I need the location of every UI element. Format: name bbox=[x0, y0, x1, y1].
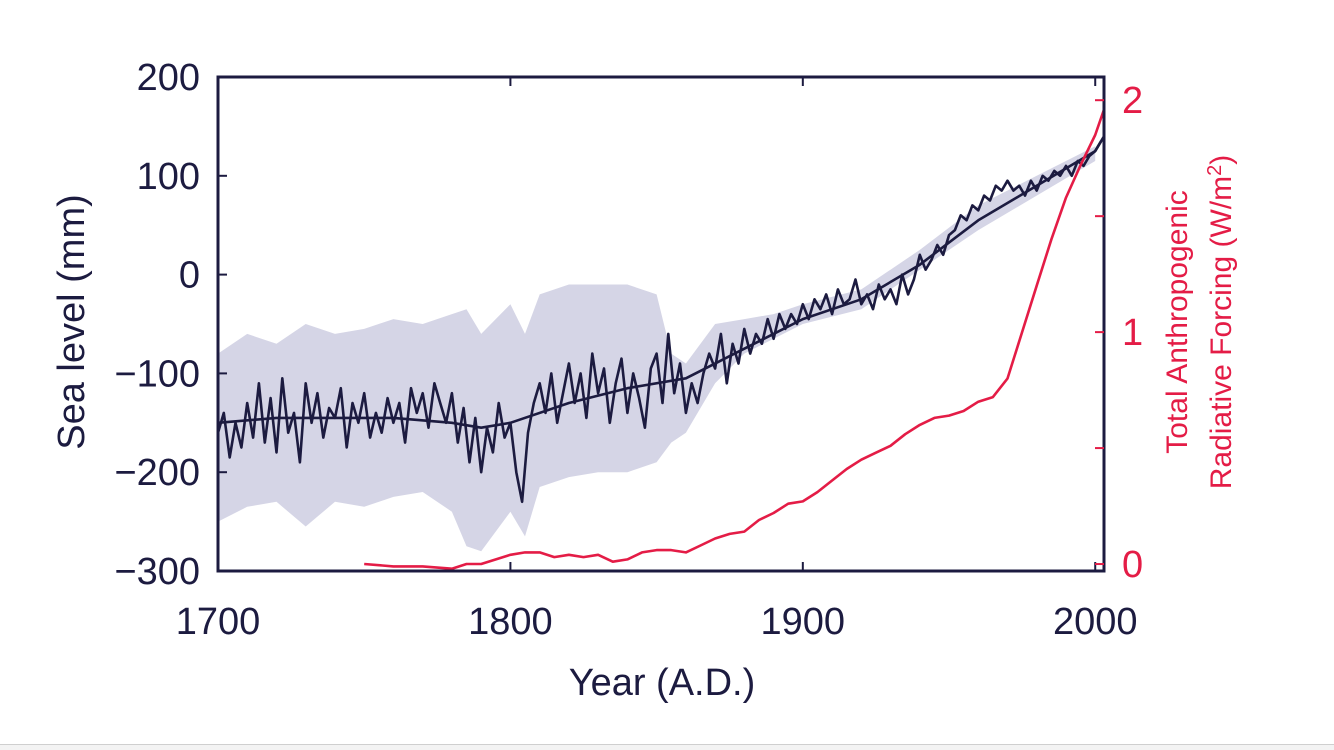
y-left-tick-label: 100 bbox=[137, 156, 200, 198]
y-right-tick-label: 0 bbox=[1122, 544, 1143, 586]
y-axis-left-title: Sea level (mm) bbox=[51, 194, 93, 450]
tick-labels: 1700 1800 1900 2000 200 100 0 −100 −200 −300 0 1 2 bbox=[114, 57, 1143, 643]
y-left-tick-label: −100 bbox=[114, 353, 200, 395]
x-tick-label: 1900 bbox=[761, 601, 846, 643]
y-left-tick-label: −200 bbox=[114, 452, 200, 494]
plot-frame bbox=[216, 75, 1106, 573]
x-axis-title: Year (A.D.) bbox=[569, 662, 756, 704]
y-axis-right-title-sup: 2 bbox=[1204, 165, 1226, 176]
radiative-forcing-line bbox=[364, 109, 1106, 570]
x-tick-label: 1800 bbox=[468, 601, 553, 643]
y-right-tick-label: 2 bbox=[1122, 80, 1143, 122]
y-right-tick-label: 1 bbox=[1122, 312, 1143, 354]
y-axis-right-title-main: Radiative Forcing (W/m bbox=[1205, 176, 1238, 489]
y-left-tick-label: −300 bbox=[114, 551, 200, 593]
tick-marks bbox=[217, 76, 1104, 572]
sea-level-smoothed-line bbox=[217, 135, 1106, 429]
y-axis-right-title-line1: Total Anthropogenic bbox=[1161, 190, 1194, 454]
y-left-tick-label: 0 bbox=[179, 255, 200, 297]
plot-area bbox=[216, 109, 1106, 570]
x-tick-label: 2000 bbox=[1053, 601, 1138, 643]
bottom-divider bbox=[0, 744, 1334, 750]
y-axis-right-title-line2: Radiative Forcing (W/m2) bbox=[1204, 155, 1238, 490]
uncertainty-band bbox=[218, 146, 1096, 552]
y-left-tick-label: 200 bbox=[137, 57, 200, 99]
sea-level-annual-line bbox=[216, 140, 1103, 504]
y-axis-right-title-close: ) bbox=[1205, 155, 1238, 165]
x-tick-label: 1700 bbox=[176, 601, 261, 643]
